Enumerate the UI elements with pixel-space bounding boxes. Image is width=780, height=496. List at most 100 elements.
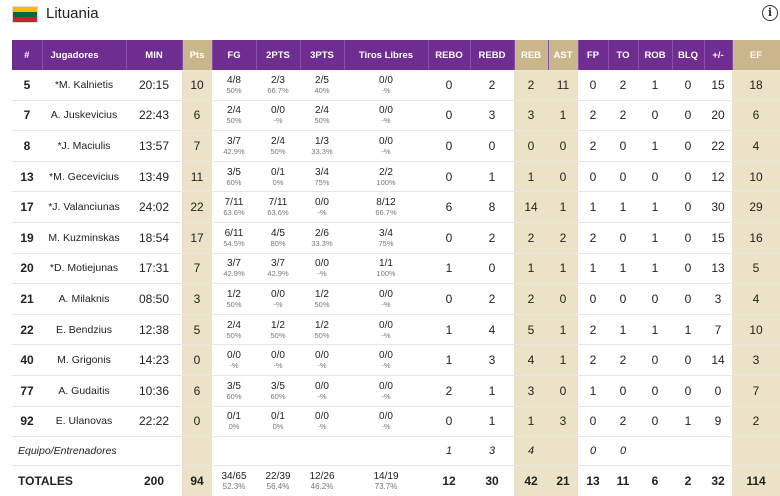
assists: 0 — [548, 161, 578, 193]
player-row[interactable]: 8 *J. Maciulis 13:57 7 3/7 42.9% 2/4 50% 1/3 33.3… — [12, 130, 780, 162]
field-goals-made-attempted: 3/5 — [227, 380, 241, 392]
player-name: A. Milaknis — [42, 283, 126, 315]
column-header[interactable]: Tiros Libres — [344, 40, 429, 70]
column-header[interactable]: 3PTS — [300, 40, 345, 70]
column-header[interactable]: REBO — [428, 40, 471, 70]
column-header[interactable]: FP — [578, 40, 609, 70]
personal-fouls: 1 — [578, 253, 608, 285]
three-pointers-percentage: -% — [317, 361, 327, 371]
total-rebounds: 14 — [514, 191, 548, 223]
total-free-throws-made-attempted: 14/19 — [373, 470, 399, 482]
column-header[interactable]: REB — [514, 40, 549, 70]
personal-fouls: 2 — [578, 314, 608, 346]
player-row[interactable]: 19 M. Kuzminskas 18:54 17 6/11 54.5% 4/5 80% 2/6… — [12, 222, 780, 254]
column-header[interactable]: Pts — [182, 40, 213, 70]
assists: 0 — [548, 375, 578, 407]
column-header[interactable]: +/- — [704, 40, 733, 70]
column-header[interactable]: TO — [608, 40, 639, 70]
blocks: 0 — [672, 130, 704, 162]
plus-minus: 30 — [704, 191, 732, 223]
player-row[interactable]: 77 A. Gudaitis 10:36 6 3/5 60% 3/5 60% 0/0 -% 0/0-… — [12, 375, 780, 407]
column-header[interactable]: EF — [732, 40, 780, 70]
defensive-rebounds: 1 — [470, 161, 514, 193]
column-header[interactable]: FG — [212, 40, 257, 70]
player-row[interactable]: 21 A. Milaknis 08:50 3 1/2 50% 0/0 -% 1/2 50% 0/0-… — [12, 283, 780, 315]
column-header[interactable]: MIN — [126, 40, 183, 70]
steals: 1 — [638, 253, 672, 285]
player-row[interactable]: 17 *J. Valanciunas 24:02 22 7/11 63.6% 7/11 63.… — [12, 191, 780, 223]
plus-minus: 20 — [704, 100, 732, 132]
empty-cell — [212, 436, 256, 467]
total-minutes: 200 — [126, 465, 182, 496]
field-goals: 2/4 50% — [212, 314, 256, 346]
two-pointers-made-attempted: 0/1 — [271, 166, 285, 178]
free-throws-percentage: -% — [381, 361, 391, 371]
assists: 1 — [548, 344, 578, 376]
personal-fouls: 0 — [578, 283, 608, 315]
total-field-goals-percentage: 52.3% — [222, 481, 246, 491]
team-coaches-label: Equipo/Entrenadores — [12, 436, 182, 467]
team-header: Lituania i — [0, 0, 780, 32]
free-throws: 0/0 -% — [344, 314, 428, 346]
player-row[interactable]: 5 *M. Kalnietis 20:15 10 4/8 50% 2/3 66.7% 2/5 40… — [12, 70, 780, 101]
defensive-rebounds: 4 — [470, 314, 514, 346]
column-header[interactable]: Jugadores — [42, 40, 127, 70]
blocks: 0 — [672, 375, 704, 407]
minutes: 14:23 — [126, 344, 182, 376]
column-header[interactable]: 2PTS — [256, 40, 301, 70]
two-pointers: 2/3 66.7% — [256, 70, 300, 101]
points: 7 — [182, 130, 212, 162]
two-pointers: 0/1 0% — [256, 406, 300, 438]
two-pointers-made-attempted: 2/3 — [271, 74, 285, 86]
player-row[interactable]: 7 A. Juskevicius 22:43 6 2/4 50% 0/0 -% 2/4 50% 0/… — [12, 100, 780, 132]
steals: 0 — [638, 283, 672, 315]
defensive-rebounds: 3 — [470, 344, 514, 376]
lithuania-flag-icon — [12, 6, 38, 23]
free-throws: 2/2 100% — [344, 161, 428, 193]
offensive-rebounds: 0 — [428, 70, 470, 101]
two-pointers-percentage: 0% — [272, 422, 284, 432]
minutes: 22:22 — [126, 406, 182, 438]
player-row[interactable]: 40 M. Grigonis 14:23 0 0/0 -% 0/0 -% 0/0 -% 0/0 -% 1… — [12, 344, 780, 376]
player-row[interactable]: 22 E. Bendzius 12:38 5 2/4 50% 1/2 50% 1/2 50% 0/0… — [12, 314, 780, 346]
field-goals-percentage: 60% — [226, 177, 242, 187]
two-pointers-percentage: 50% — [270, 146, 286, 156]
steals: 0 — [638, 375, 672, 407]
blocks: 0 — [672, 253, 704, 285]
column-header[interactable]: REBD — [470, 40, 515, 70]
total-rebounds: 1 — [514, 253, 548, 285]
player-name: *J. Maciulis — [42, 130, 126, 162]
two-pointers-percentage: 63.6% — [267, 208, 289, 218]
column-header[interactable]: ROB — [638, 40, 673, 70]
column-header[interactable]: AST — [548, 40, 579, 70]
personal-fouls: 2 — [578, 344, 608, 376]
player-number: 77 — [12, 375, 42, 407]
offensive-rebounds: 0 — [428, 222, 470, 254]
total-two-pointers-made-attempted: 22/39 — [265, 470, 291, 482]
free-throws-made-attempted: 0/0 — [379, 319, 393, 331]
header-row: # Jugadores MIN Pts FG 2PTS 3PTS Tiros Libres RE… — [12, 40, 780, 70]
points: 7 — [182, 253, 212, 285]
minutes: 17:31 — [126, 253, 182, 285]
box-score-table: # Jugadores MIN Pts FG 2PTS 3PTS Tiros Libres RE… — [12, 40, 780, 496]
player-row[interactable]: 20 *D. Motiejunas 17:31 7 3/7 42.9% 3/7 42.9% 0/… — [12, 253, 780, 285]
minutes: 13:49 — [126, 161, 182, 193]
two-pointers-made-attempted: 0/0 — [271, 288, 285, 300]
column-header[interactable]: # — [12, 40, 43, 70]
two-pointers-percentage: 0% — [272, 177, 284, 187]
personal-fouls: 0 — [578, 406, 608, 438]
points: 6 — [182, 375, 212, 407]
three-pointers: 2/5 40% — [300, 70, 344, 101]
column-header[interactable]: BLQ — [672, 40, 705, 70]
free-throws-made-attempted: 0/0 — [379, 135, 393, 147]
free-throws: 0/0 -% — [344, 70, 428, 101]
offensive-rebounds: 2 — [428, 375, 470, 407]
player-row[interactable]: 13 *M. Gecevicius 13:49 11 3/5 60% 0/1 0% 3/4 75%… — [12, 161, 780, 193]
field-goals: 1/2 50% — [212, 283, 256, 315]
player-row[interactable]: 92 E. Ulanovas 22:22 0 0/1 0% 0/1 0% 0/0 -% 0/0 -% 0… — [12, 406, 780, 438]
three-pointers-percentage: -% — [317, 269, 327, 279]
player-name: *M. Gecevicius — [42, 161, 126, 193]
info-icon[interactable]: i — [762, 5, 778, 21]
efficiency: 29 — [732, 191, 780, 223]
plus-minus: 15 — [704, 70, 732, 101]
